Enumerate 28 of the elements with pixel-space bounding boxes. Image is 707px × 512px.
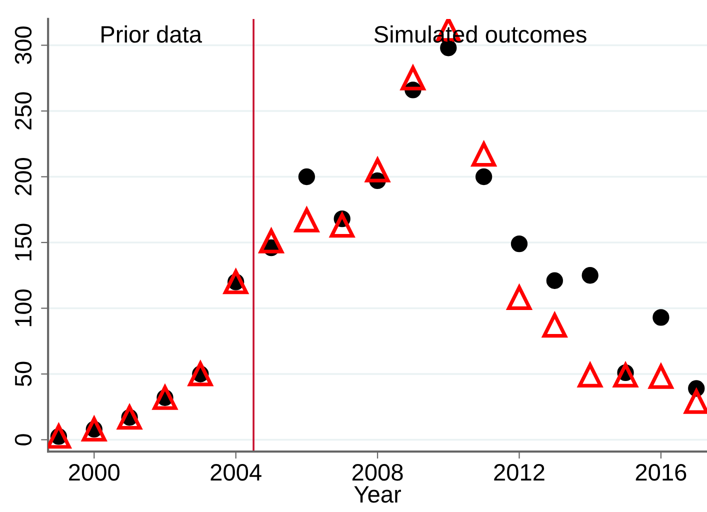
point (400, 66, 426, 90)
point (510, 235, 528, 252)
point (294, 208, 319, 232)
point (224, 270, 248, 294)
x-tick-label: 2008 (352, 464, 403, 481)
y-tick-label: 0 (14, 434, 32, 446)
point (188, 362, 213, 386)
point (298, 168, 316, 186)
y-tick-label: 200 (14, 158, 32, 196)
annotation: Prior data (102, 25, 202, 43)
y-tick-label: 150 (14, 224, 32, 260)
point (152, 385, 178, 410)
point (582, 267, 598, 284)
x-tick-label: 2000 (69, 464, 120, 481)
x-axis-title: Year (354, 486, 402, 503)
y-tick-label: 100 (14, 289, 32, 326)
x-tick-label: 2016 (636, 464, 686, 481)
point (648, 364, 674, 389)
y-tick-label: 50 (14, 362, 32, 386)
point (365, 158, 390, 182)
y-tick-label: 300 (14, 26, 32, 64)
x-tick-label: 2012 (494, 464, 544, 481)
point (259, 228, 284, 254)
point (652, 309, 670, 326)
y-tick-label: 250 (14, 92, 32, 130)
x-tick-label: 2004 (210, 464, 262, 481)
point (546, 272, 563, 289)
point (475, 168, 492, 186)
